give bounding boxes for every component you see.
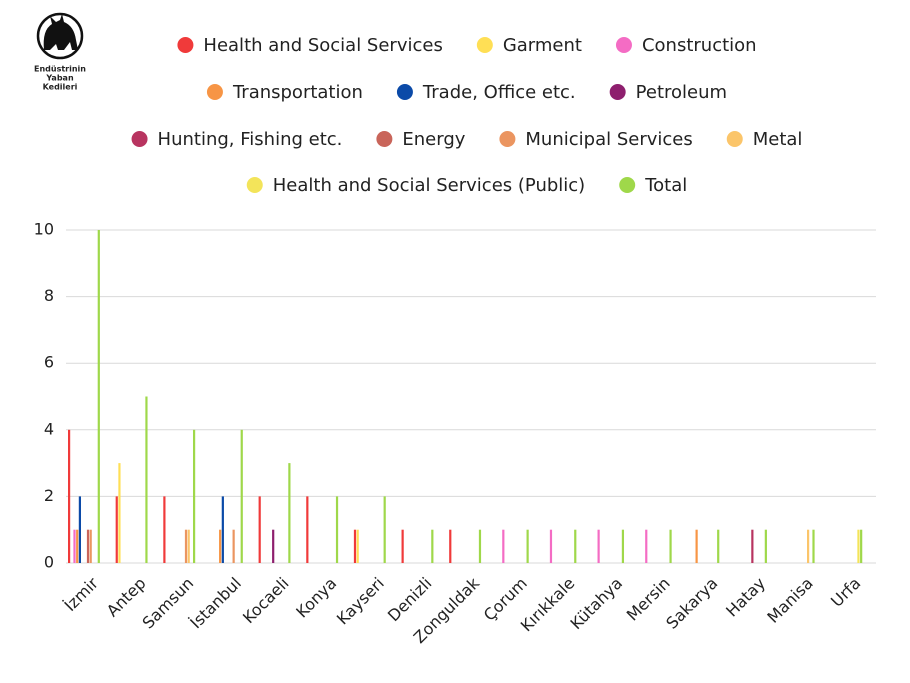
legend-marker <box>376 131 393 147</box>
bar <box>76 529 79 563</box>
bar <box>272 529 275 563</box>
bar <box>812 529 815 563</box>
legend-label: Health and Social Services <box>203 35 442 56</box>
x-tick-label: Sakarya <box>662 574 721 633</box>
x-tick-label: Hatay <box>722 574 769 621</box>
legend-label: Garment <box>503 35 582 56</box>
bar <box>751 529 754 563</box>
y-tick-label: 2 <box>44 486 54 505</box>
legend-label: Energy <box>402 129 465 150</box>
x-tick-label: Kayseri <box>333 574 388 629</box>
legend-label: Petroleum <box>636 82 727 103</box>
x-tick-label: Kocaeli <box>239 574 293 628</box>
bar <box>401 529 404 563</box>
bar <box>807 529 810 563</box>
legend-marker <box>177 37 194 53</box>
x-tick-label: İstanbul <box>186 574 245 633</box>
legend-marker <box>619 177 636 193</box>
bar <box>145 396 148 563</box>
x-tick-label: Samsun <box>138 574 197 633</box>
bar <box>240 429 243 563</box>
bar <box>597 529 600 563</box>
bar <box>232 529 235 563</box>
bar <box>449 529 452 563</box>
bar <box>306 496 309 563</box>
logo-ring <box>36 12 84 60</box>
legend-label: Metal <box>753 129 803 150</box>
bar <box>669 529 672 563</box>
legend-label: Total <box>644 175 687 196</box>
logo-text: Kedileri <box>43 83 78 92</box>
bar <box>764 529 767 563</box>
bar <box>288 463 291 563</box>
bar <box>860 529 863 563</box>
bar <box>356 529 359 563</box>
bar <box>857 529 860 563</box>
legend-row: Transportation Trade, Office etc. Petroleu… <box>206 82 727 103</box>
bar <box>89 529 92 563</box>
bar <box>97 230 100 563</box>
bar <box>574 529 577 563</box>
bar <box>221 496 224 563</box>
y-tick-label: 0 <box>44 553 54 572</box>
bar <box>163 496 166 563</box>
bar <box>431 529 434 563</box>
legend-label: Trade, Office etc. <box>422 82 576 103</box>
legend-marker <box>499 131 516 147</box>
legend-row: Hunting, Fishing etc. Energy Municipal Ser… <box>131 129 803 150</box>
legend-label: Health and Social Services (Public) <box>273 175 585 196</box>
bar <box>187 529 190 563</box>
legend-marker <box>615 37 632 53</box>
bar <box>115 496 118 563</box>
logo-text: Endüstrinin <box>34 65 86 74</box>
bar <box>478 529 482 563</box>
bar <box>118 463 121 563</box>
legend-marker <box>206 84 223 100</box>
bar <box>78 496 81 563</box>
bar <box>192 429 196 563</box>
bar <box>86 529 90 563</box>
legend-marker <box>476 37 493 53</box>
bar <box>353 529 357 563</box>
legend-marker <box>131 131 148 147</box>
bar <box>73 529 76 563</box>
bar <box>219 529 222 563</box>
legend-row: Health and Social Services (Public) Total <box>246 175 687 196</box>
x-tick-label: Manisa <box>763 574 816 627</box>
logo-cat <box>43 14 78 50</box>
legend-label: Construction <box>642 35 757 56</box>
bar <box>502 529 505 563</box>
x-tick-label: İzmir <box>60 573 102 615</box>
legend-label: Transportation <box>232 82 363 103</box>
bar <box>717 529 720 563</box>
x-tick-label: Kütahya <box>566 574 626 634</box>
x-tick-label: Urfa <box>827 574 864 611</box>
bar <box>184 529 188 563</box>
bar <box>335 496 339 563</box>
legend-marker <box>609 84 626 100</box>
y-tick-label: 4 <box>44 419 54 438</box>
bar <box>526 529 529 563</box>
y-tick-label: 6 <box>44 353 54 372</box>
legend-label: Hunting, Fishing etc. <box>158 129 343 150</box>
bar <box>383 496 386 563</box>
legend-marker <box>396 84 413 100</box>
legend-label: Municipal Services <box>525 129 692 150</box>
bar <box>68 429 71 563</box>
y-tick-label: 10 <box>34 220 54 239</box>
logo: Endüstrinin Yaban Kedileri <box>34 12 86 92</box>
bar <box>621 529 625 563</box>
legend-marker <box>246 177 263 193</box>
bar <box>695 529 698 563</box>
bar <box>549 529 553 563</box>
y-tick-label: 8 <box>44 286 54 305</box>
legend-row: Health and Social Services Garment Constru… <box>177 35 757 56</box>
bar <box>258 496 261 563</box>
logo-text: Yaban <box>45 74 74 83</box>
bar <box>645 529 648 563</box>
legend-marker <box>726 131 743 147</box>
